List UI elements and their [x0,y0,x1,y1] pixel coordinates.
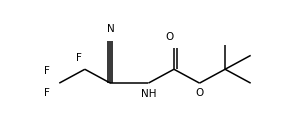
Text: O: O [195,88,204,98]
Text: F: F [76,54,82,63]
Text: N: N [107,24,114,34]
Text: NH: NH [141,89,156,99]
Text: F: F [44,66,50,76]
Text: O: O [165,32,173,42]
Text: F: F [44,88,50,98]
